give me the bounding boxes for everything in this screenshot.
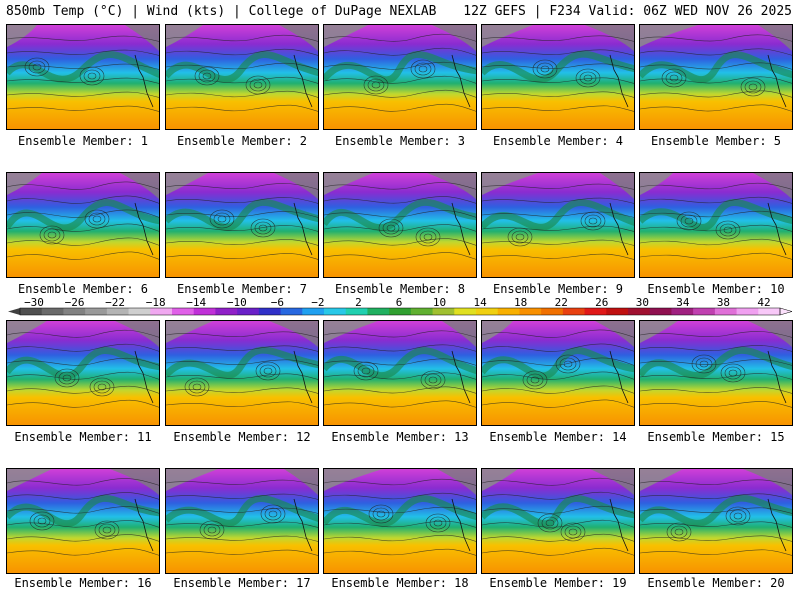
ensemble-member-map (6, 320, 160, 426)
ensemble-member-label: Ensemble Member: 12 (173, 430, 311, 444)
colorbar-swatch (649, 308, 672, 315)
colorbar-swatch (128, 308, 151, 315)
map-title: 850mb Temp (°C) | Wind (kts) | College o… (6, 4, 437, 19)
ensemble-member-map (165, 468, 319, 574)
colorbar-tick-label: 14 (473, 296, 487, 309)
colorbar-swatch (714, 308, 738, 315)
ensemble-member-map (481, 172, 635, 278)
colorbar-tick-label: 22 (555, 296, 568, 309)
colorbar-swatch (302, 308, 325, 315)
colorbar-swatch (758, 308, 781, 315)
colorbar-tick-label: 2 (355, 296, 362, 309)
ensemble-member-map (323, 24, 477, 130)
ensemble-member-label: Ensemble Member: 8 (334, 282, 466, 296)
colorbar-tick-label: 26 (595, 296, 608, 309)
ensemble-member-label: Ensemble Member: 7 (176, 282, 308, 296)
ensemble-member-map (639, 320, 793, 426)
colorbar-tick-label: 6 (396, 296, 403, 309)
ensemble-member-map (165, 172, 319, 278)
ensemble-member-map (481, 468, 635, 574)
ensemble-member-map (481, 320, 635, 426)
colorbar-swatch (432, 308, 455, 315)
ensemble-member-label: Ensemble Member: 5 (650, 134, 782, 148)
ensemble-member-label: Ensemble Member: 4 (492, 134, 624, 148)
colorbar-swatch (324, 308, 347, 315)
colorbar-tick-label: −2 (311, 296, 324, 309)
colorbar-swatch (215, 308, 238, 315)
ensemble-member-map (639, 468, 793, 574)
ensemble-member-map (6, 24, 160, 130)
temperature-colorbar: −30 −26 −22 −18 −14 −10 −6 −2 2 6 10 14 18 22 26 30 34 38… (0, 296, 800, 320)
ensemble-member-map (323, 468, 477, 574)
colorbar-tick-label: 42 (757, 296, 770, 309)
colorbar-tick-label: −10 (227, 296, 247, 309)
colorbar-swatch (497, 308, 520, 315)
colorbar-swatch (41, 308, 64, 315)
colorbar-tick-label: 38 (717, 296, 730, 309)
ensemble-member-label: Ensemble Member: 10 (647, 282, 785, 296)
colorbar-swatch (476, 308, 499, 315)
colorbar-tick-label: −18 (146, 296, 166, 309)
colorbar-swatch (85, 308, 108, 315)
ensemble-member-map (165, 24, 319, 130)
colorbar-tick-label: −14 (186, 296, 206, 309)
colorbar-tick-label: −22 (105, 296, 125, 309)
colorbar-tick-label: 30 (636, 296, 649, 309)
ensemble-member-label: Ensemble Member: 18 (331, 576, 469, 590)
ensemble-member-map (639, 24, 793, 130)
colorbar-tick-label: 10 (433, 296, 446, 309)
colorbar-swatch (63, 308, 86, 315)
ensemble-member-label: Ensemble Member: 15 (647, 430, 785, 444)
ensemble-member-map (6, 468, 160, 574)
ensemble-member-label: Ensemble Member: 9 (492, 282, 624, 296)
ensemble-member-label: Ensemble Member: 11 (14, 430, 152, 444)
colorbar-swatch (584, 308, 607, 315)
ensemble-member-label: Ensemble Member: 13 (331, 430, 469, 444)
colorbar-tick-label: −6 (271, 296, 284, 309)
colorbar-tick-label: −26 (65, 296, 85, 309)
colorbar-swatch (237, 308, 260, 315)
colorbar-swatch (562, 308, 586, 315)
colorbar-swatch (106, 308, 130, 315)
colorbar-swatch (389, 308, 412, 315)
ensemble-member-label: Ensemble Member: 19 (489, 576, 627, 590)
colorbar-swatch (541, 308, 564, 315)
colorbar-swatch (172, 308, 195, 315)
colorbar-tick-label: 18 (514, 296, 527, 309)
colorbar-tick-label: −30 (24, 296, 44, 309)
colorbar-swatch (606, 308, 629, 315)
colorbar-swatch (345, 308, 368, 315)
colorbar-swatch (628, 308, 651, 315)
ensemble-member-label: Ensemble Member: 3 (334, 134, 466, 148)
colorbar-swatch (454, 308, 477, 315)
colorbar-swatch (150, 308, 173, 315)
colorbar-tick-label: 34 (676, 296, 690, 309)
ensemble-member-label: Ensemble Member: 2 (176, 134, 308, 148)
ensemble-member-map (165, 320, 319, 426)
ensemble-member-map (6, 172, 160, 278)
ensemble-member-label: Ensemble Member: 1 (17, 134, 149, 148)
colorbar-swatch (258, 308, 282, 315)
ensemble-member-map (481, 24, 635, 130)
colorbar-swatch (671, 308, 694, 315)
ensemble-member-label: Ensemble Member: 14 (489, 430, 627, 444)
model-valid-time: 12Z GEFS | F234 Valid: 06Z WED NOV 26 20… (463, 4, 792, 19)
ensemble-member-map (323, 320, 477, 426)
ensemble-member-label: Ensemble Member: 6 (17, 282, 149, 296)
colorbar-swatch (367, 308, 390, 315)
ensemble-member-map (639, 172, 793, 278)
colorbar-swatch (20, 308, 43, 315)
colorbar-swatch (410, 308, 434, 315)
colorbar-swatch (693, 308, 716, 315)
colorbar-swatch (193, 308, 216, 315)
ensemble-member-label: Ensemble Member: 17 (173, 576, 311, 590)
colorbar-swatch (280, 308, 303, 315)
ensemble-member-label: Ensemble Member: 16 (14, 576, 152, 590)
ensemble-member-label: Ensemble Member: 20 (647, 576, 785, 590)
colorbar-swatch (736, 308, 759, 315)
ensemble-member-map (323, 172, 477, 278)
colorbar-swatch (519, 308, 542, 315)
